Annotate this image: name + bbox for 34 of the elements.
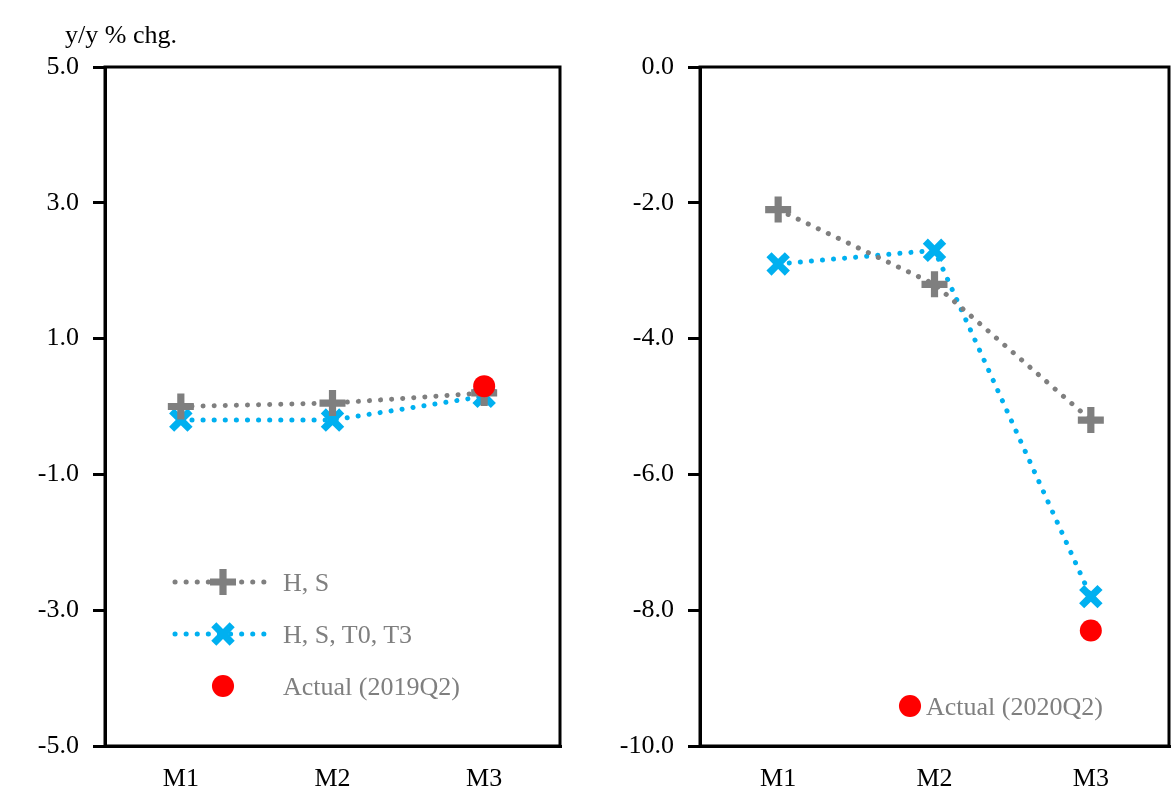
y-tick-label: -4.0 xyxy=(632,322,674,352)
point xyxy=(921,271,948,298)
legend-label: H, S, T0, T3 xyxy=(283,619,413,649)
point xyxy=(922,238,947,263)
y-tick-label: -10.0 xyxy=(619,729,674,759)
point xyxy=(167,393,194,420)
x-tick-label: M1 xyxy=(760,763,797,793)
legend-label: H, S xyxy=(283,567,330,597)
y-tick-label: -8.0 xyxy=(632,594,674,624)
y-tick-label: 0.0 xyxy=(641,50,674,80)
x-tick-label: M3 xyxy=(1072,763,1109,793)
point xyxy=(1079,584,1103,609)
y-tick-label: -3.0 xyxy=(37,594,79,624)
point xyxy=(473,375,496,398)
y-tick-label: -5.0 xyxy=(37,729,79,759)
x-tick-label: M2 xyxy=(916,763,953,793)
y-tick-label: -1.0 xyxy=(37,458,79,488)
y-tick-label: -6.0 xyxy=(632,458,674,488)
point xyxy=(766,252,790,276)
legend-label: Actual (2019Q2) xyxy=(283,671,460,701)
point xyxy=(320,408,345,432)
point xyxy=(1077,407,1104,434)
point xyxy=(319,390,346,417)
x-tick-label: M3 xyxy=(466,763,503,793)
point xyxy=(1079,619,1102,642)
point xyxy=(765,196,792,223)
y-tick-label: 5.0 xyxy=(46,50,79,80)
x-tick-label: M1 xyxy=(162,763,199,793)
y-axis-title: y/y % chg. xyxy=(65,19,177,49)
x-tick-label: M2 xyxy=(314,763,351,793)
y-tick-label: 1.0 xyxy=(46,322,79,352)
y-tick-label: 3.0 xyxy=(46,186,79,216)
legend-label: Actual (2020Q2) xyxy=(926,691,1103,721)
y-tick-label: -2.0 xyxy=(632,186,674,216)
